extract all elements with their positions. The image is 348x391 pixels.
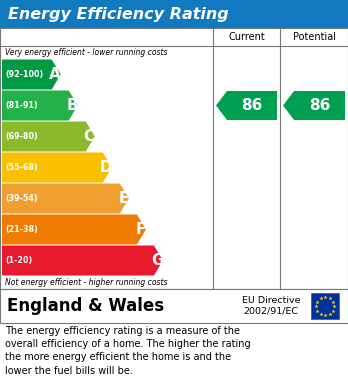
Text: Potential: Potential [293,32,335,42]
Polygon shape [2,122,95,151]
Polygon shape [2,246,163,276]
Text: (69-80): (69-80) [5,132,38,141]
Bar [0,289,348,323]
Polygon shape [2,152,112,183]
Text: D: D [100,160,113,175]
Bar [0,28,348,289]
Text: The energy efficiency rating is a measure of the
overall efficiency of a home. T: The energy efficiency rating is a measur… [5,326,251,376]
Text: (21-38): (21-38) [5,225,38,234]
Polygon shape [216,91,277,120]
Text: B: B [66,98,78,113]
Text: (81-91): (81-91) [5,101,38,110]
FancyBboxPatch shape [311,293,339,319]
Text: EU Directive
2002/91/EC: EU Directive 2002/91/EC [242,296,301,316]
Polygon shape [2,90,78,120]
Text: (92-100): (92-100) [5,70,43,79]
Text: A: A [49,67,61,82]
Text: E: E [118,191,128,206]
Text: G: G [151,253,164,268]
Text: Energy Efficiency Rating: Energy Efficiency Rating [8,7,229,22]
Polygon shape [283,91,345,120]
Text: 86: 86 [241,98,263,113]
Polygon shape [2,215,146,244]
Text: F: F [135,222,145,237]
Bar [0,0,348,28]
Text: Not energy efficient - higher running costs: Not energy efficient - higher running co… [5,278,167,287]
Text: (55-68): (55-68) [5,163,38,172]
Text: England & Wales: England & Wales [7,297,164,315]
Text: (39-54): (39-54) [5,194,38,203]
Text: (1-20): (1-20) [5,256,32,265]
Text: 86: 86 [309,98,330,113]
Polygon shape [2,59,61,90]
Polygon shape [2,183,129,213]
Text: Current: Current [228,32,265,42]
Text: C: C [84,129,95,144]
Text: Very energy efficient - lower running costs: Very energy efficient - lower running co… [5,48,167,57]
